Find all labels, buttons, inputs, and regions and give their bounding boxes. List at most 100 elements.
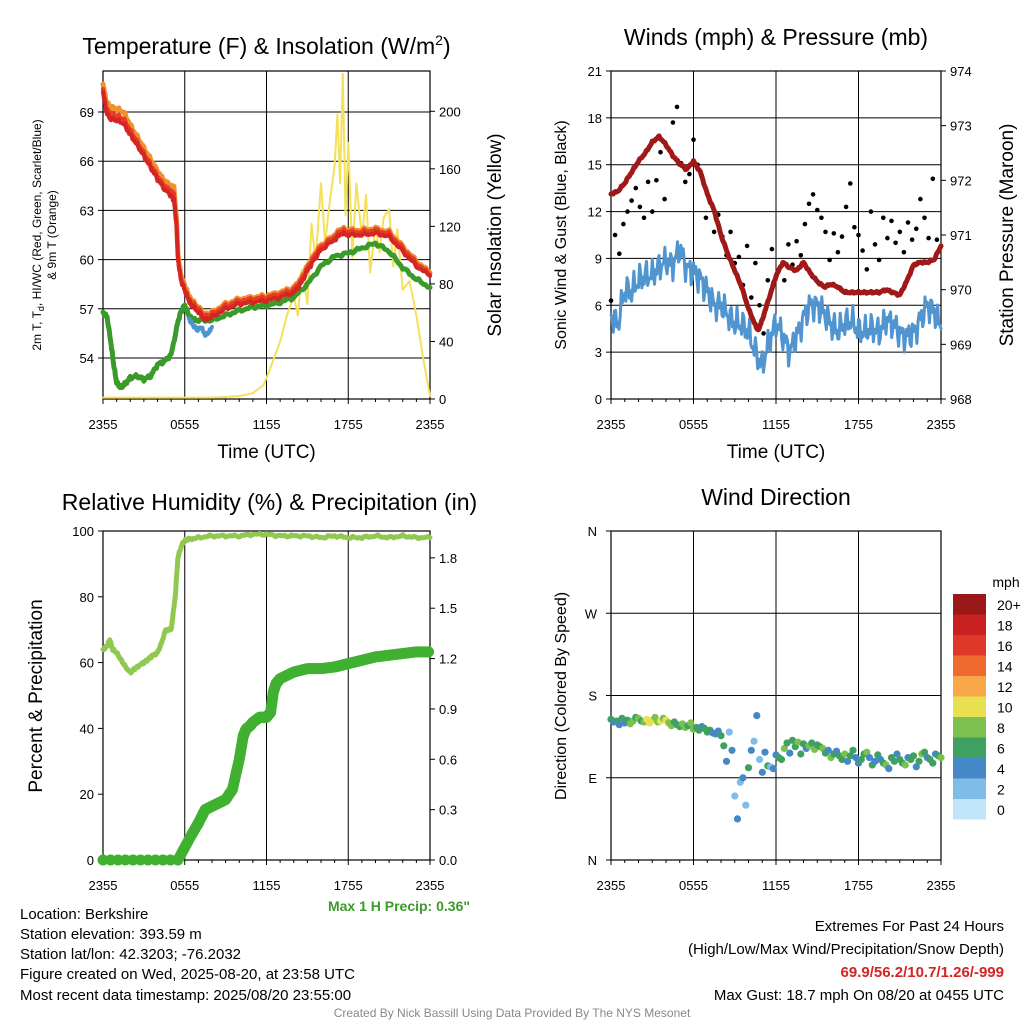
direction-point [901, 761, 909, 769]
gust-point [872, 242, 878, 247]
x-tick-label: 1155 [253, 417, 281, 432]
direction-point [863, 748, 871, 756]
gust-point [621, 221, 626, 227]
gust-point [641, 215, 647, 221]
x-tick-label: 1155 [762, 878, 790, 893]
chart-title: Relative Humidity (%) & Precipitation (i… [62, 489, 477, 515]
x-tick-label: 2355 [416, 417, 445, 432]
gust-point [786, 242, 791, 247]
legend-swatch [953, 717, 986, 738]
x-tick-label: 2355 [927, 878, 956, 893]
y-tick-label-right: 0.9 [439, 702, 457, 717]
direction-point [755, 755, 764, 764]
direction-point [846, 752, 854, 760]
y-tick-label-left: 0 [87, 853, 94, 868]
legend-label: 12 [997, 679, 1013, 695]
gust-point [629, 198, 634, 203]
y-tick-label-left: 6 [595, 298, 602, 313]
direction-point [720, 742, 728, 750]
x-tick-label: 0555 [170, 878, 199, 893]
y-axis-label-left: 2m T, Td, HI/WC (Red, Green, Scarlet/Blu… [30, 119, 46, 350]
direction-point [783, 739, 791, 747]
direction-point [725, 728, 733, 736]
series-line-sonic-wind [609, 240, 943, 374]
direction-point [885, 765, 893, 773]
y-tick-label-left: W [585, 606, 598, 621]
gust-point [798, 253, 804, 258]
gust-point [893, 240, 898, 246]
direction-point [753, 712, 761, 720]
chart-title: Wind Direction [701, 484, 851, 510]
gust-point [711, 229, 717, 235]
gust-point [744, 243, 750, 249]
x-tick-label: 1155 [762, 417, 790, 432]
x-tick-label: 2355 [89, 878, 118, 893]
direction-point [777, 755, 786, 764]
legend-swatch [953, 655, 986, 676]
series-line-relative-humidity [100, 530, 433, 676]
gust-point [819, 215, 824, 221]
gust-point [868, 209, 874, 214]
footer-timestamp: Most recent data timestamp: 2025/08/20 2… [20, 987, 352, 1004]
legend-swatch [953, 614, 986, 635]
direction-point [728, 746, 736, 754]
direction-point [912, 763, 920, 771]
gust-point [860, 248, 865, 253]
gust-point [608, 298, 614, 303]
direction-point [731, 792, 739, 800]
y-tick-label-left: 60 [80, 253, 94, 268]
panel-4 [606, 530, 945, 865]
legend-swatch [953, 594, 986, 615]
gust-point [625, 209, 630, 214]
gust-point [645, 179, 651, 185]
gust-point [930, 176, 936, 182]
direction-point [615, 721, 623, 729]
gust-point [683, 179, 688, 185]
direction-point [794, 738, 802, 746]
direction-point [849, 746, 857, 754]
gust-point [823, 229, 828, 235]
gust-point [835, 249, 841, 255]
legend-swatch [953, 635, 986, 656]
y-tick-label-left: 66 [80, 154, 94, 169]
direction-point [750, 737, 758, 745]
panel-1 [98, 70, 435, 404]
gust-point [881, 215, 886, 221]
y-tick-label-right: 0 [439, 392, 446, 407]
direction-point [890, 757, 898, 765]
legend-title: mph [992, 574, 1019, 590]
x-tick-label: 1755 [334, 878, 363, 893]
footer-elevation: Station elevation: 393.59 m [20, 926, 202, 943]
y-tick-label-left: 80 [80, 590, 94, 605]
gust-point [889, 218, 894, 224]
y-tick-label-right: 1.2 [439, 652, 457, 667]
gust-point [687, 171, 692, 177]
y-tick-label-left: E [588, 771, 597, 786]
gust-point [848, 181, 853, 186]
y-tick-label-right: 0.6 [439, 752, 457, 767]
gust-point [905, 220, 911, 225]
y-tick-label-left: 57 [80, 302, 94, 317]
y-tick-label-right: 973 [950, 119, 972, 134]
y-tick-label-left: 69 [80, 105, 94, 120]
direction-point [744, 764, 753, 772]
x-tick-label: 0555 [170, 417, 199, 432]
y-tick-label-right: 972 [950, 173, 972, 188]
legend-swatch [953, 799, 986, 820]
gust-point [794, 238, 799, 244]
x-axis-label: Time (UTC) [727, 442, 826, 463]
x-tick-label: 2355 [597, 878, 626, 893]
gust-point [782, 278, 787, 283]
y-axis-label-left: Sonic Wind & Gust (Blue, Black) [553, 120, 570, 349]
direction-point [733, 815, 742, 823]
y-axis-label-left-line2: & 9m T (Orange) [45, 190, 59, 280]
y-tick-label-right: 200 [439, 104, 461, 119]
gust-point [926, 235, 931, 241]
y-tick-label-left: S [588, 689, 597, 704]
gust-point [897, 229, 903, 235]
x-tick-label: 1155 [253, 878, 281, 893]
direction-point [780, 744, 788, 753]
gust-point [612, 232, 618, 238]
direction-point [769, 765, 777, 773]
direction-point [915, 757, 923, 765]
